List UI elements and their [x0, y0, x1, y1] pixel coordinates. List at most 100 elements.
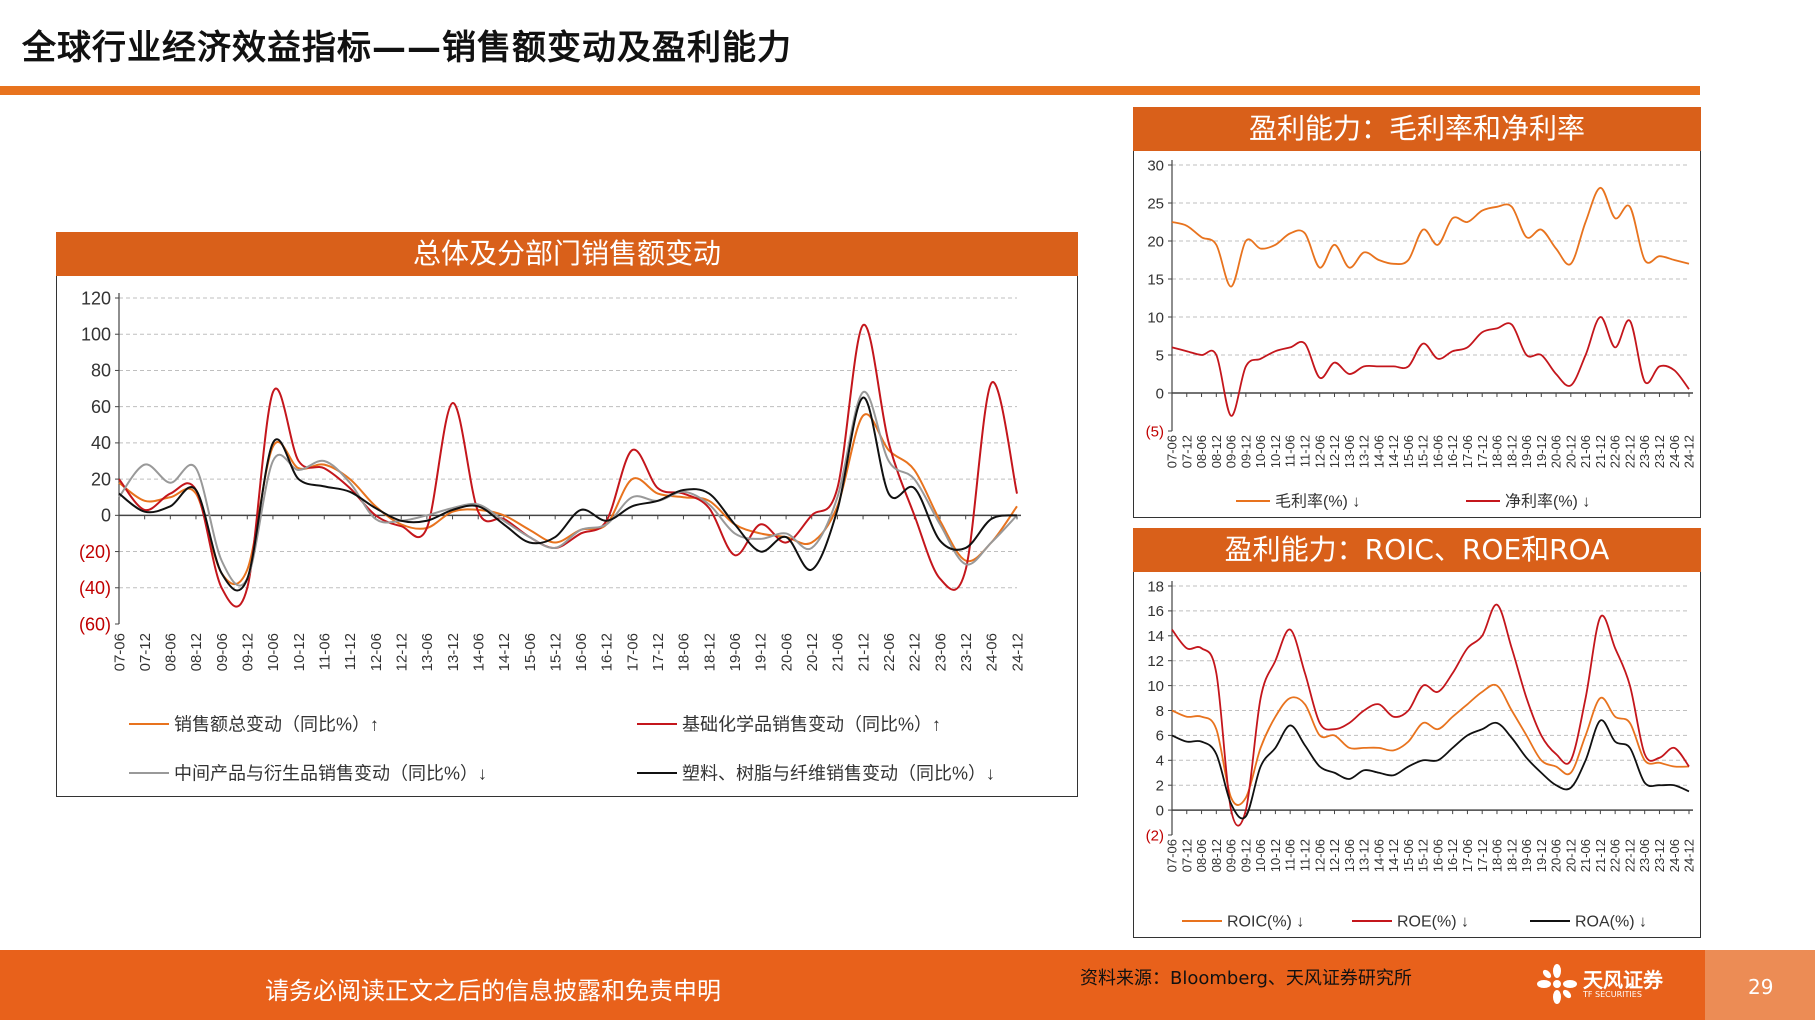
x-tick-label: 21-12 — [1593, 839, 1608, 872]
x-tick-label: 12-12 — [1327, 839, 1342, 872]
x-tick-label: 11-06 — [317, 633, 334, 670]
x-tick-label: 21-12 — [1593, 435, 1608, 468]
x-tick-label: 20-12 — [1563, 435, 1578, 468]
legend-label-1: 基础化学品销售变动（同比%）↑ — [682, 714, 941, 734]
logo-text-en: TF SECURITIES — [1583, 990, 1642, 999]
series-line-2 — [118, 391, 1018, 587]
series-line-3 — [118, 396, 1018, 592]
x-tick-label: 23-06 — [932, 633, 949, 671]
y-tick-label: 18 — [1147, 578, 1164, 595]
x-tick-label: 19-12 — [753, 633, 770, 671]
x-tick-label: 23-12 — [1652, 839, 1667, 872]
x-tick-label: 15-06 — [522, 633, 539, 671]
x-tick-label: 14-06 — [470, 633, 487, 671]
x-tick-label: 17-12 — [650, 633, 667, 671]
legend-label-3: 塑料、树脂与纤维销售变动（同比%）↓ — [682, 763, 995, 783]
y-tick-label: 120 — [81, 288, 111, 308]
y-tick-label: 25 — [1147, 195, 1164, 212]
x-tick-label: 10-06 — [265, 633, 282, 671]
x-tick-label: 14-12 — [1386, 839, 1401, 872]
x-tick-label: 09-06 — [1224, 435, 1239, 468]
logo-flower-icon — [1537, 964, 1577, 1004]
x-tick-label: 07-12 — [1179, 435, 1194, 468]
x-tick-label: 10-12 — [291, 633, 308, 671]
x-tick-label: 11-06 — [1283, 839, 1298, 871]
x-tick-label: 11-12 — [342, 633, 359, 670]
legend-label-0: ROIC(%) ↓ — [1227, 914, 1304, 931]
legend-label-2: 中间产品与衍生品销售变动（同比%）↓ — [174, 763, 487, 783]
x-tick-label: 19-12 — [1534, 839, 1549, 872]
margins-chart-title: 盈利能力：毛利率和净利率 — [1133, 107, 1701, 151]
y-tick-label: 30 — [1147, 157, 1164, 174]
series-line-1 — [1171, 316, 1690, 417]
x-tick-label: 23-12 — [1652, 435, 1667, 468]
x-tick-label: 23-06 — [1637, 839, 1652, 872]
x-tick-label: 16-12 — [1445, 435, 1460, 468]
page-number: 29 — [1748, 975, 1774, 999]
x-tick-label: 14-06 — [1371, 839, 1386, 872]
x-tick-label: 17-06 — [1460, 435, 1475, 468]
x-tick-label: 12-06 — [1312, 839, 1327, 872]
x-tick-label: 16-06 — [1430, 435, 1445, 468]
footer-bar — [0, 950, 1815, 1020]
x-tick-label: 08-06 — [163, 633, 180, 671]
x-tick-label: 09-06 — [1224, 839, 1239, 872]
returns-chart-panel: 盈利能力：ROIC、ROE和ROA 18 16 14 12 10 8 6 4 2 0 (2) 07-0… — [1133, 528, 1701, 938]
x-tick-label: 23-06 — [1637, 435, 1652, 468]
x-tick-label: 16-06 — [573, 633, 590, 671]
y-tick-label: (2) — [1146, 827, 1164, 844]
y-tick-label: 20 — [91, 469, 111, 489]
y-tick-label: 0 — [101, 506, 111, 526]
series-line-2 — [1171, 719, 1690, 820]
logo-text-cn: 天风证券 — [1583, 968, 1663, 992]
y-tick-label: 100 — [81, 325, 111, 345]
y-tick-label: (40) — [79, 578, 111, 598]
x-tick-label: 18-06 — [1490, 435, 1505, 468]
x-tick-label: 22-06 — [1608, 839, 1623, 872]
y-tick-label: 20 — [1147, 233, 1164, 250]
margins-chart-panel: 盈利能力：毛利率和净利率 30 25 20 15 10 5 0 (5) 07-06 07-12 08… — [1133, 107, 1701, 518]
y-tick-label: 15 — [1147, 271, 1164, 288]
y-tick-label: 16 — [1147, 603, 1164, 620]
x-tick-label: 13-06 — [1342, 839, 1357, 872]
x-tick-label: 20-12 — [1563, 839, 1578, 872]
y-tick-label: 6 — [1156, 728, 1164, 745]
x-tick-label: 10-12 — [1268, 435, 1283, 468]
series-line-1 — [118, 324, 1018, 608]
x-tick-label: 24-12 — [1682, 435, 1697, 468]
x-tick-label: 14-12 — [496, 633, 513, 671]
x-tick-label: 10-06 — [1253, 435, 1268, 468]
y-tick-label: 8 — [1156, 703, 1164, 720]
x-tick-label: 15-06 — [1401, 435, 1416, 468]
y-tick-label: 0 — [1156, 802, 1164, 819]
x-tick-label: 24-06 — [1667, 839, 1682, 872]
x-tick-label: 22-12 — [1622, 435, 1637, 468]
sales-chart-title: 总体及分部门销售额变动 — [56, 232, 1078, 276]
x-tick-label: 24-06 — [1667, 435, 1682, 468]
x-tick-label: 21-06 — [830, 633, 847, 671]
source-note: 资料来源：Bloomberg、天风证券研究所 — [1080, 968, 1412, 989]
x-tick-label: 17-12 — [1475, 839, 1490, 872]
legend-label-0: 销售额总变动（同比%）↑ — [174, 714, 379, 734]
x-tick-label: 13-06 — [1342, 435, 1357, 468]
x-tick-label: 22-06 — [1608, 435, 1623, 468]
y-tick-label: 60 — [91, 397, 111, 417]
y-tick-label: 10 — [1147, 678, 1164, 695]
x-tick-label: 18-12 — [1504, 435, 1519, 468]
x-tick-label: 13-12 — [445, 633, 462, 671]
y-tick-label: 5 — [1156, 347, 1164, 364]
x-tick-label: 08-12 — [188, 633, 205, 671]
x-tick-label: 20-06 — [778, 633, 795, 671]
y-tick-label: 12 — [1147, 653, 1164, 670]
x-tick-label: 18-12 — [701, 633, 718, 671]
x-tick-label: 21-06 — [1578, 435, 1593, 468]
x-tick-label: 16-06 — [1430, 839, 1445, 872]
x-tick-label: 15-12 — [1416, 435, 1431, 468]
x-tick-label: 22-06 — [881, 633, 898, 671]
x-tick-label: 08-06 — [1194, 839, 1209, 872]
y-tick-label: (5) — [1146, 423, 1164, 440]
series-line-0 — [1171, 683, 1690, 806]
x-tick-label: 21-12 — [855, 633, 872, 671]
legend-label-0: 毛利率(%) ↓ — [1275, 493, 1360, 511]
